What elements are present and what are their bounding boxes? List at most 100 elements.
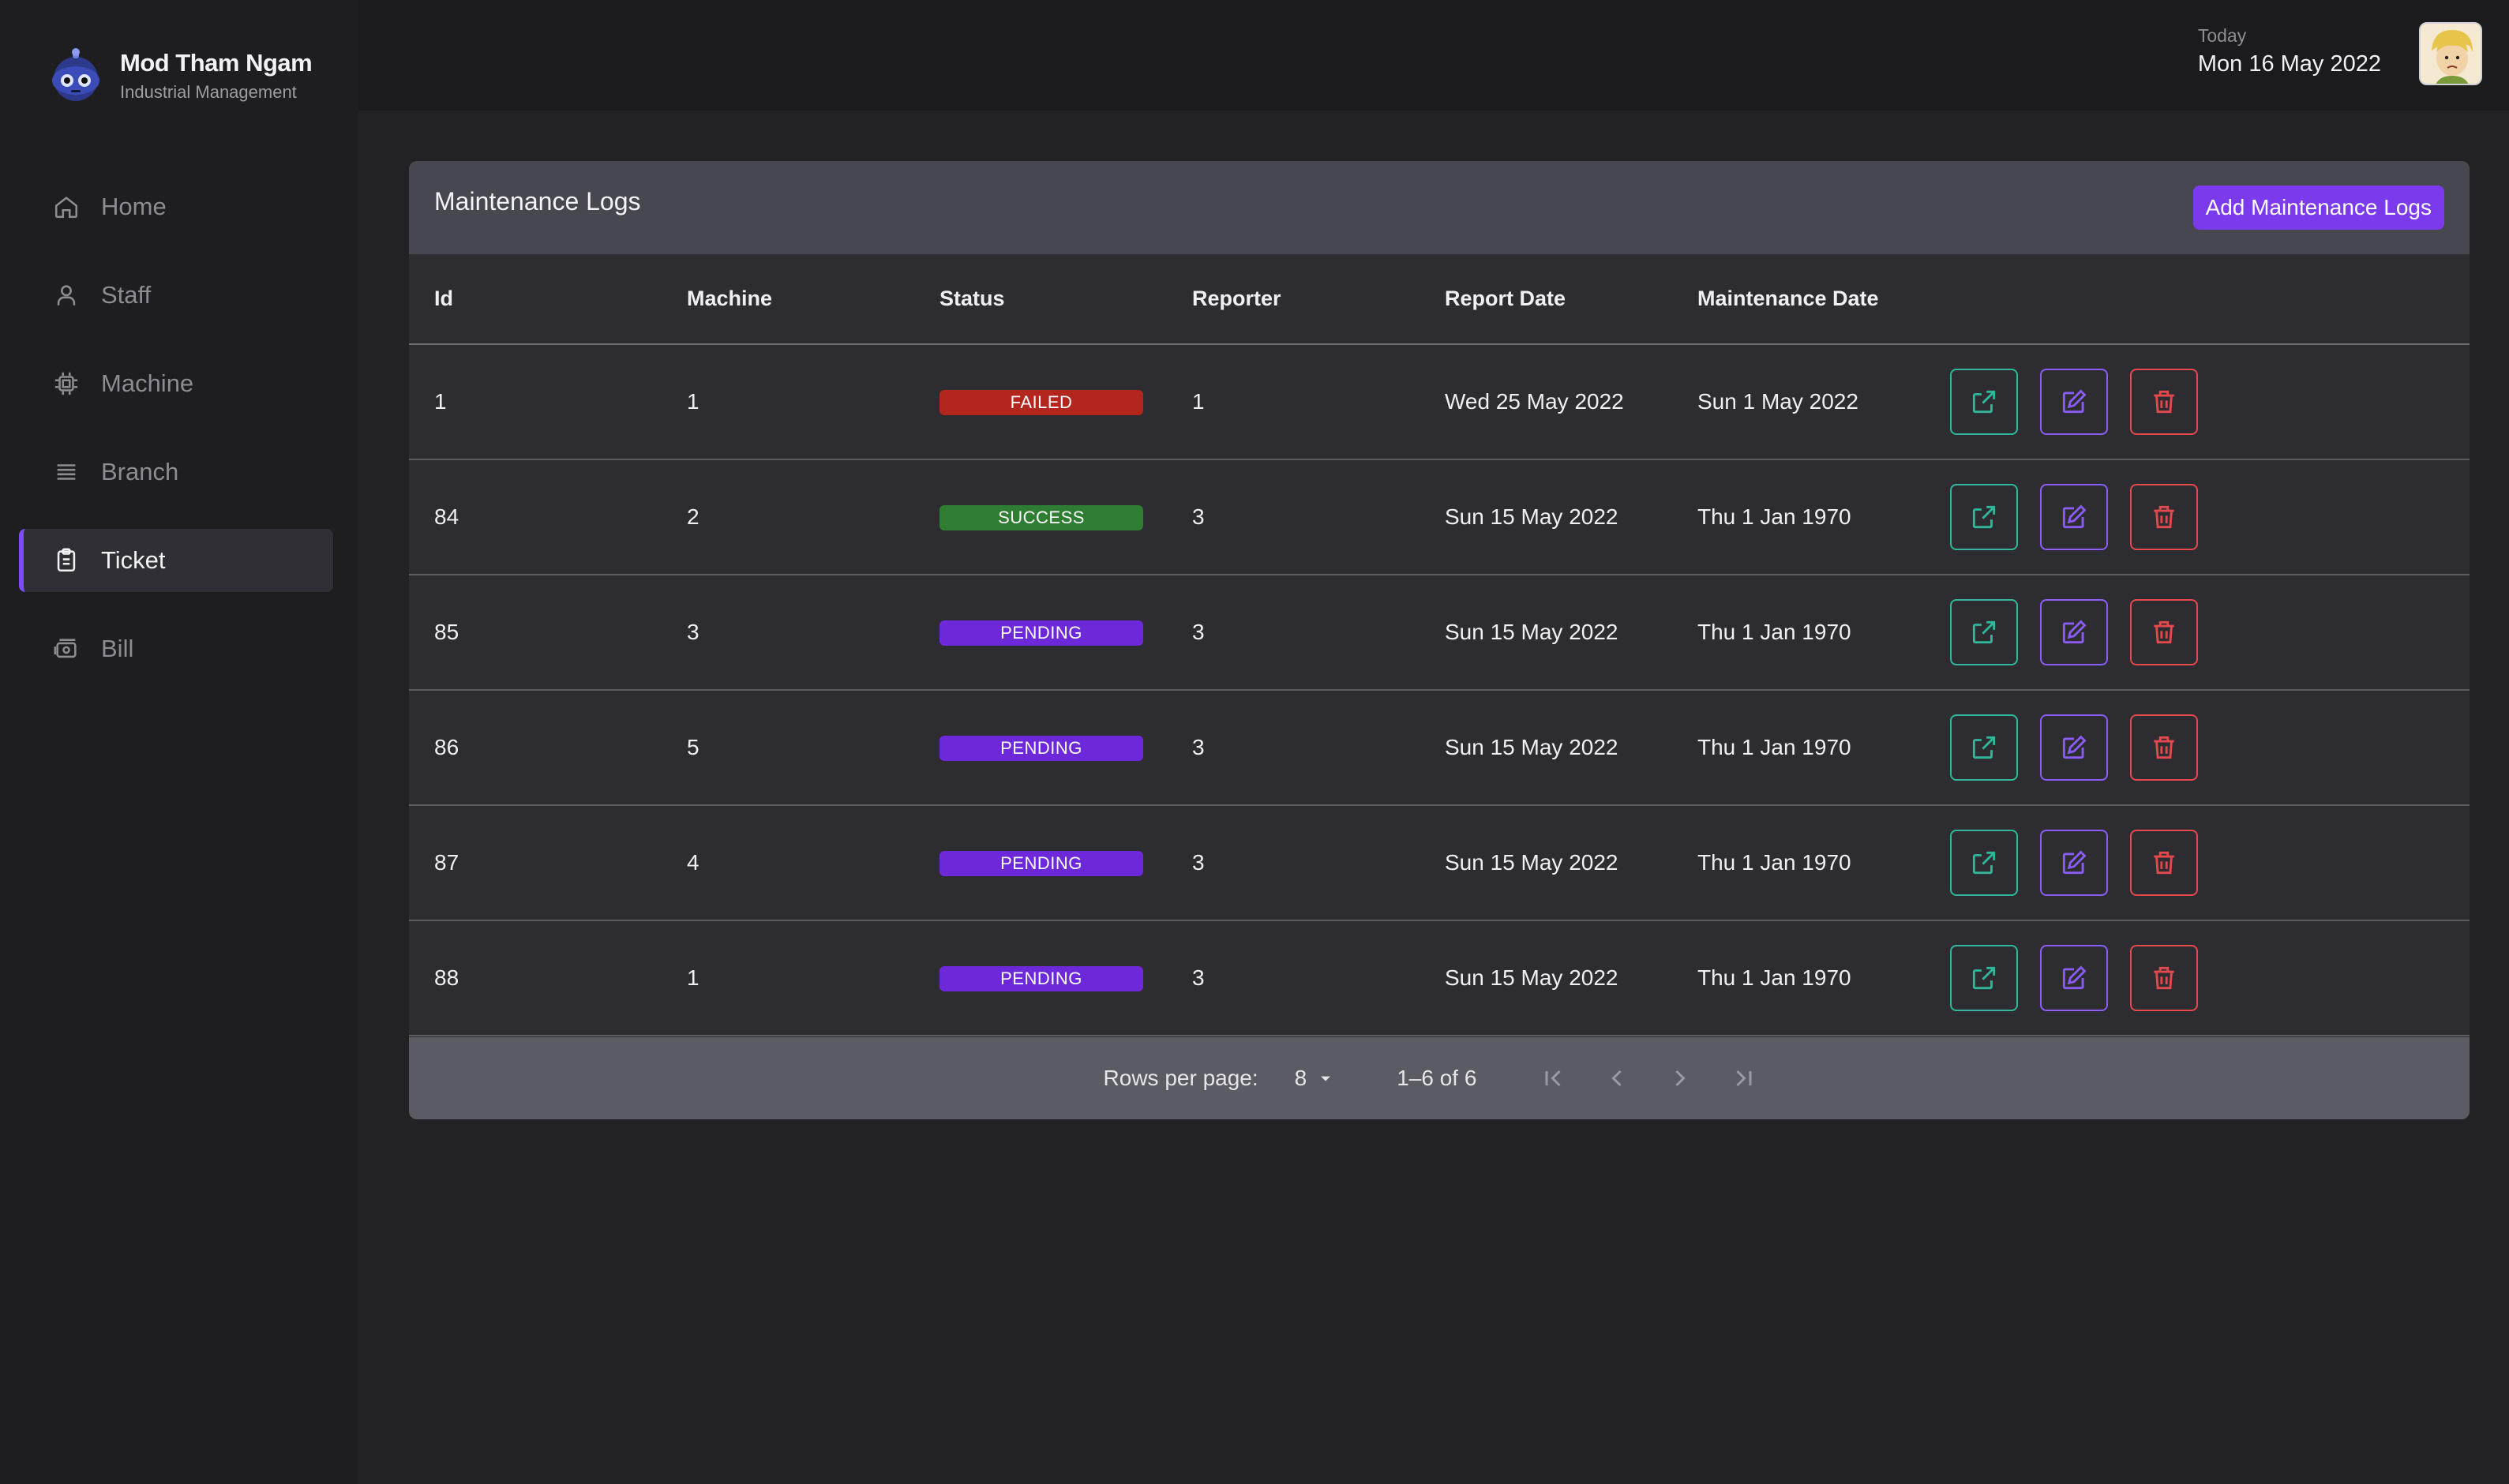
table-header-row: Id Machine Status Reporter Report Date M… (409, 254, 2470, 345)
today-date: Mon 16 May 2022 (2197, 51, 2381, 77)
edit-button[interactable] (2040, 830, 2108, 896)
delete-button[interactable] (2130, 945, 2198, 1011)
cell-actions (1925, 344, 2470, 460)
column-header-reporter[interactable]: Reporter (1167, 254, 1420, 345)
edit-icon (2062, 389, 2087, 414)
sidebar-item-label: Home (101, 193, 167, 220)
sidebar-item-label: Machine (101, 369, 194, 397)
cell-id: 88 (409, 920, 662, 1036)
edit-icon (2062, 735, 2087, 759)
column-header-maintenance-date[interactable]: Maintenance Date (1672, 254, 1925, 345)
table-row[interactable]: 86 5 PENDING 3 Sun 15 May 2022 Thu 1 Jan 1970 (409, 690, 2470, 806)
edit-button[interactable] (2040, 484, 2108, 550)
user-icon (52, 281, 81, 309)
edit-button[interactable] (2040, 369, 2108, 435)
top-bar: Today Mon 16 May 2022 (358, 0, 2509, 111)
rows-per-page-value: 8 (1294, 1066, 1307, 1090)
column-header-machine[interactable]: Machine (662, 254, 914, 345)
table-row[interactable]: 84 2 SUCCESS 3 Sun 15 May 2022 Thu 1 Jan 1970 (409, 459, 2470, 575)
edit-icon (2062, 504, 2087, 529)
column-header-report-date[interactable]: Report Date (1420, 254, 1672, 345)
first-page-icon (1545, 1070, 1561, 1087)
cell-reporter: 3 (1167, 805, 1420, 921)
cell-machine: 1 (662, 344, 914, 460)
cell-actions (1925, 805, 2470, 921)
delete-button[interactable] (2130, 599, 2198, 665)
list-icon (52, 458, 81, 486)
sidebar-item-label: Branch (101, 458, 179, 485)
edit-button[interactable] (2040, 714, 2108, 781)
previous-page-button[interactable] (1585, 1056, 1648, 1100)
cell-machine: 1 (662, 920, 914, 1036)
sidebar-item-ticket[interactable]: Ticket (19, 529, 333, 592)
external-link-icon (1972, 620, 1996, 644)
sidebar-item-branch[interactable]: Branch (19, 440, 333, 504)
add-maintenance-logs-button[interactable]: Add Maintenance Logs (2192, 186, 2444, 230)
column-header-status[interactable]: Status (914, 254, 1167, 345)
cell-maintenance-date: Thu 1 Jan 1970 (1672, 690, 1925, 806)
last-page-icon (1736, 1070, 1752, 1087)
pagination-bar: Rows per page: 8 1–6 of 6 (409, 1037, 2470, 1119)
table-row[interactable]: 85 3 PENDING 3 Sun 15 May 2022 Thu 1 Jan 1970 (409, 575, 2470, 691)
sidebar-item-label: Staff (101, 281, 152, 309)
edit-button[interactable] (2040, 945, 2108, 1011)
external-link-icon (1972, 736, 1996, 759)
edit-icon (2062, 965, 2087, 990)
table-row[interactable]: 88 1 PENDING 3 Sun 15 May 2022 Thu 1 Jan 1970 (409, 920, 2470, 1036)
cell-status: SUCCESS (914, 459, 1167, 575)
cell-maintenance-date: Thu 1 Jan 1970 (1672, 575, 1925, 691)
trash-icon (2154, 505, 2174, 529)
cell-maintenance-date: Thu 1 Jan 1970 (1672, 459, 1925, 575)
caret-down-icon (1321, 1076, 1331, 1081)
view-button[interactable] (1950, 369, 2018, 435)
table-row[interactable]: 1 1 FAILED 1 Wed 25 May 2022 Sun 1 May 2022 (409, 344, 2470, 460)
view-button[interactable] (1950, 714, 2018, 781)
sidebar: Mod Tham Ngam Industrial Management Home… (0, 0, 358, 1484)
view-button[interactable] (1950, 830, 2018, 896)
column-header-id[interactable]: Id (409, 254, 662, 345)
chevron-right-icon (1675, 1070, 1686, 1087)
brand-title: Mod Tham Ngam (120, 49, 313, 77)
trash-icon (2154, 390, 2174, 414)
delete-button[interactable] (2130, 369, 2198, 435)
cell-reporter: 3 (1167, 690, 1420, 806)
cell-actions (1925, 690, 2470, 806)
cell-actions (1925, 575, 2470, 691)
sidebar-item-label: Ticket (101, 546, 166, 574)
rows-per-page-select[interactable]: 8 (1295, 1066, 1337, 1091)
trash-icon (2154, 620, 2174, 644)
delete-button[interactable] (2130, 484, 2198, 550)
status-badge: SUCCESS (939, 505, 1143, 530)
last-page-button[interactable] (1712, 1056, 1775, 1100)
column-header-actions (1925, 254, 2470, 345)
delete-button[interactable] (2130, 830, 2198, 896)
cell-status: PENDING (914, 805, 1167, 921)
first-page-button[interactable] (1522, 1056, 1585, 1100)
view-button[interactable] (1950, 945, 2018, 1011)
sidebar-item-machine[interactable]: Machine (19, 352, 333, 415)
brand[interactable]: Mod Tham Ngam Industrial Management (47, 47, 313, 104)
delete-button[interactable] (2130, 714, 2198, 781)
status-badge: FAILED (939, 390, 1143, 415)
external-link-icon (1972, 505, 1996, 529)
view-button[interactable] (1950, 599, 2018, 665)
status-badge: PENDING (939, 620, 1143, 646)
sidebar-item-bill[interactable]: Bill (19, 617, 333, 680)
sidebar-item-staff[interactable]: Staff (19, 264, 333, 327)
cell-status: PENDING (914, 690, 1167, 806)
sidebar-item-home[interactable]: Home (19, 175, 333, 238)
avatar[interactable] (2419, 22, 2482, 85)
status-badge: PENDING (939, 736, 1143, 761)
edit-button[interactable] (2040, 599, 2108, 665)
robot-logo-icon (52, 48, 99, 101)
cell-maintenance-date: Thu 1 Jan 1970 (1672, 805, 1925, 921)
cell-machine: 3 (662, 575, 914, 691)
table-row[interactable]: 87 4 PENDING 3 Sun 15 May 2022 Thu 1 Jan 1970 (409, 805, 2470, 921)
cell-reporter: 3 (1167, 459, 1420, 575)
view-button[interactable] (1950, 484, 2018, 550)
pagination-range: 1–6 of 6 (1397, 1066, 1477, 1090)
trash-icon (2154, 736, 2174, 759)
today-label: Today (2197, 25, 2247, 46)
next-page-button[interactable] (1648, 1056, 1712, 1100)
home-icon (52, 193, 81, 221)
